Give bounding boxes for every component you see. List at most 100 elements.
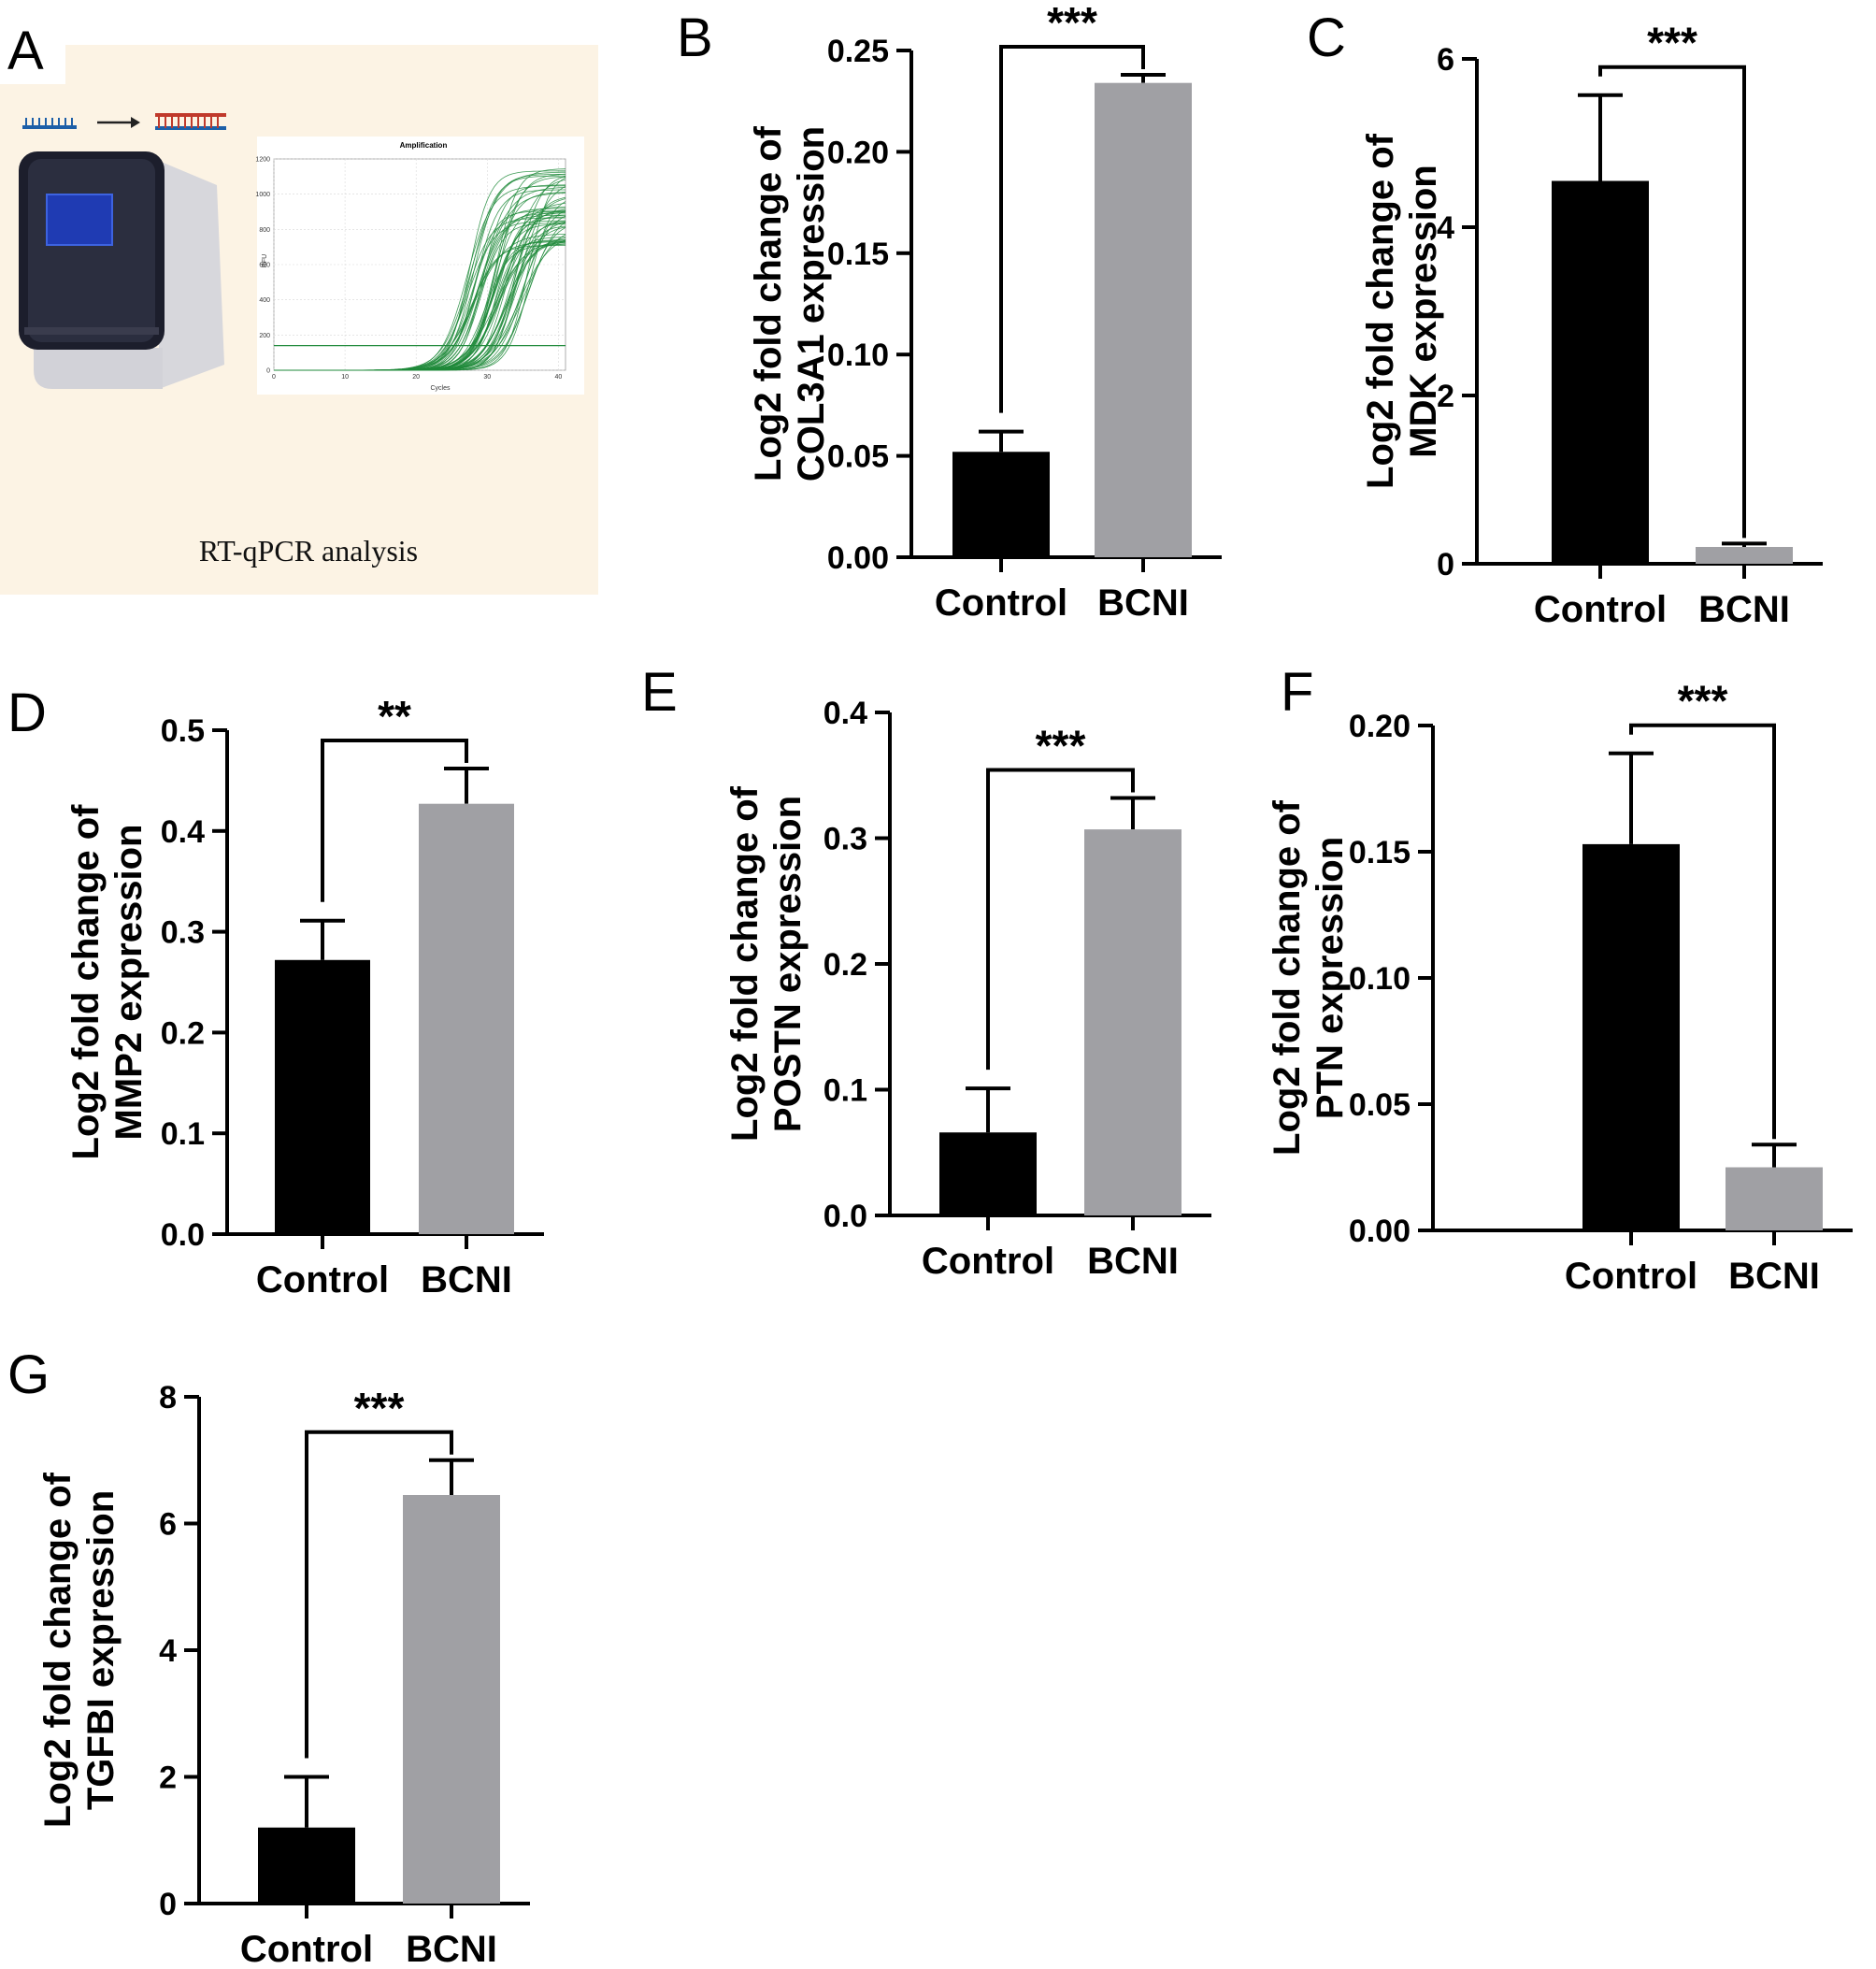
bar-bcni: [1726, 1167, 1823, 1230]
y-tick-label: 0.3: [823, 822, 867, 857]
amplification-curve: [274, 201, 566, 371]
y-axis-title-line: PTN expression: [1310, 837, 1351, 1119]
panel-a-letter-bg: [0, 0, 65, 84]
panel-e-chart: E 0.0 0.1 0.2 0.3 0.4 Control BCNI *** Log2 fold …: [641, 662, 1211, 1282]
y-tick-label: 6: [159, 1507, 177, 1543]
y-axis-title-line: MMP2 expression: [108, 825, 150, 1141]
significance-label: ***: [1036, 721, 1086, 769]
y-axis-title-line: Log2 fold change of: [1360, 133, 1401, 489]
category-label: BCNI: [406, 1929, 497, 1969]
y-tick-label: 4: [1437, 210, 1454, 246]
significance-bracket: [1629, 723, 1776, 1140]
y-tick-label: 0.15: [827, 237, 889, 272]
y-axis-title: Log2 fold change ofPTN expression: [1267, 799, 1351, 1156]
y-tick-label: 0.4: [161, 814, 205, 850]
significance-label: ***: [354, 1384, 405, 1432]
y-axis-title-line: Log2 fold change of: [1267, 799, 1308, 1156]
significance-label: ***: [1047, 0, 1097, 47]
y-axis-title-line: Log2 fold change of: [748, 125, 789, 481]
dna-single-strand-icon: [22, 118, 77, 129]
amplification-ylabel: RFU: [262, 254, 268, 267]
panel-letter: B: [677, 7, 713, 68]
bar-bcni: [1696, 547, 1793, 564]
y-axis-title: Log2 fold change ofMMP2 expression: [65, 804, 150, 1160]
amplification-y-tick: 200: [259, 333, 270, 339]
y-axis-title-line: Log2 fold change of: [37, 1472, 79, 1828]
panel-letter: D: [7, 683, 47, 743]
panel-a-caption: RT-qPCR analysis: [199, 534, 418, 568]
y-tick-label: 4: [159, 1633, 177, 1669]
y-axis-title-line: POSTN expression: [767, 796, 809, 1132]
category-label: Control: [1534, 589, 1667, 630]
dna-double-strand-icon: [155, 113, 226, 130]
panel-letter: G: [7, 1344, 50, 1405]
arrow-right-icon: [97, 117, 140, 128]
bar-control: [258, 1827, 355, 1904]
category-label: BCNI: [1728, 1256, 1820, 1297]
y-tick-label: 0.1: [161, 1116, 205, 1152]
significance-bracket: [1598, 65, 1746, 539]
bar-bcni: [1095, 82, 1192, 558]
y-axis-title-line: COL3A1 expression: [791, 126, 832, 481]
y-tick-label: 0.2: [161, 1015, 205, 1051]
panel-c-chart: C 0 2 4 6 Control BCNI *** Log2 fold change ofMD…: [1307, 7, 1823, 630]
panel-a-letter: A: [7, 21, 44, 81]
category-label: Control: [1565, 1256, 1697, 1297]
significance-label: ***: [1678, 677, 1728, 726]
amplification-y-tick: 1200: [255, 157, 270, 164]
y-axis-title-line: Log2 fold change of: [724, 785, 766, 1142]
bar-control: [275, 959, 370, 1234]
bar-control: [952, 452, 1050, 557]
y-axis-title-line: Log2 fold change of: [65, 804, 107, 1160]
y-tick-label: 0.10: [827, 338, 889, 373]
bar-bcni: [1084, 829, 1181, 1215]
amplification-x-tick: 20: [412, 374, 420, 381]
panel-g-chart: G 0 2 4 6 8 Control BCNI *** Log2 fold change ofT…: [7, 1344, 530, 1969]
panel-a: A Amplificat: [0, 0, 598, 595]
y-tick-label: 0.00: [827, 540, 889, 576]
y-axis-title: Log2 fold change ofCOL3A1 expression: [748, 125, 832, 481]
amplification-x-ticks: 0 10 20 30 40: [272, 374, 562, 381]
panel-b-chart: B 0.00 0.05 0.10 0.15 0.20 0.25 Control BCNI *** L…: [677, 0, 1222, 624]
amplification-y-tick: 1000: [255, 192, 270, 198]
y-tick-label: 0.00: [1349, 1214, 1411, 1249]
y-axis-title: Log2 fold change ofMDK expression: [1360, 133, 1444, 489]
y-tick-label: 0: [1437, 547, 1454, 582]
y-tick-label: 2: [1437, 379, 1454, 414]
bar-control: [1552, 180, 1649, 564]
amplification-title: Amplification: [400, 141, 448, 150]
amplification-xlabel: Cycles: [430, 385, 451, 392]
amplification-plot-frame: [257, 137, 584, 395]
category-label: BCNI: [421, 1259, 512, 1301]
category-label: Control: [240, 1929, 373, 1969]
y-tick-label: 0.20: [1349, 709, 1411, 744]
bar-bcni: [419, 803, 514, 1234]
y-tick-label: 8: [159, 1380, 177, 1416]
bar-control: [939, 1132, 1037, 1215]
significance-label: ***: [1647, 19, 1697, 67]
bar-bcni: [403, 1495, 500, 1904]
amplification-y-ticks: 1200 1000 800 600 400 200 0: [255, 157, 270, 375]
panel-letter: E: [641, 662, 678, 723]
category-label: Control: [256, 1259, 389, 1301]
y-tick-label: 0.5: [161, 713, 205, 749]
panel-f-chart: F 0.00 0.05 0.10 0.15 0.20 Control BCNI *** Log2 …: [1267, 662, 1853, 1297]
y-axis-title: Log2 fold change ofPOSTN expression: [724, 785, 809, 1142]
amplification-curves: [274, 168, 566, 371]
y-tick-label: 6: [1437, 42, 1454, 78]
significance-bracket: [305, 1430, 453, 1759]
category-label: Control: [922, 1241, 1054, 1282]
y-tick-label: 0.2: [823, 947, 867, 983]
amplification-x-tick: 0: [272, 374, 276, 381]
y-tick-label: 0.0: [161, 1217, 205, 1253]
panel-letter: F: [1281, 662, 1313, 723]
amplification-y-tick: 400: [259, 297, 270, 304]
significance-label: **: [378, 692, 411, 740]
amplification-x-tick: 10: [341, 374, 349, 381]
amplification-y-tick: 0: [266, 368, 270, 375]
y-tick-label: 0.10: [1349, 961, 1411, 997]
amplification-x-tick: 30: [483, 374, 491, 381]
category-label: BCNI: [1097, 582, 1189, 624]
amplification-y-tick: 600: [259, 263, 270, 269]
